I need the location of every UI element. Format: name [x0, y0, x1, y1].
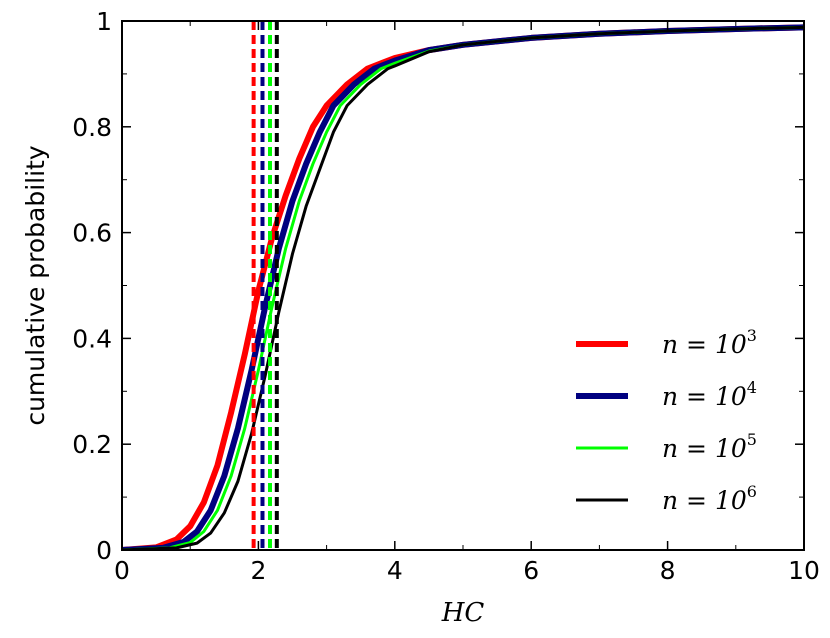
y-tick-label: 0.2 — [72, 430, 112, 459]
tick-label-layer: 0 2 4 6 8 10 0 0.2 0.4 0.6 0.8 1 — [72, 7, 820, 585]
median-marker-layer — [251, 21, 279, 550]
series-layer — [122, 24, 804, 550]
legend: n = 103 n = 104 n = 105 n = 106 — [576, 326, 757, 515]
y-tick-label: 0 — [96, 536, 112, 565]
legend-label: n = 106 — [662, 482, 757, 515]
legend-entry-1: n = 103 — [576, 326, 757, 359]
y-tick-label: 0.4 — [72, 324, 112, 353]
y-tick-label: 0.6 — [72, 219, 112, 248]
x-tick-label: 8 — [660, 556, 676, 585]
x-tick-label: 6 — [523, 556, 539, 585]
series-line-2 — [122, 24, 804, 550]
legend-label: n = 103 — [662, 326, 757, 359]
legend-entry-3: n = 105 — [576, 430, 757, 463]
x-tick-label: 0 — [114, 556, 130, 585]
tick-layer — [121, 20, 805, 551]
legend-label: n = 105 — [662, 430, 757, 463]
legend-entry-4: n = 106 — [576, 482, 757, 515]
series-line-4 — [122, 25, 804, 550]
x-tick-label: 10 — [788, 556, 820, 585]
legend-label: n = 104 — [662, 378, 757, 411]
y-tick-label: 1 — [96, 7, 112, 36]
x-axis-label: HC — [441, 598, 485, 628]
y-tick-label: 0.8 — [72, 113, 112, 142]
y-axis-label: cumulative probability — [21, 145, 50, 426]
x-tick-label: 4 — [387, 556, 403, 585]
legend-entry-2: n = 104 — [576, 378, 757, 411]
x-tick-label: 2 — [250, 556, 266, 585]
